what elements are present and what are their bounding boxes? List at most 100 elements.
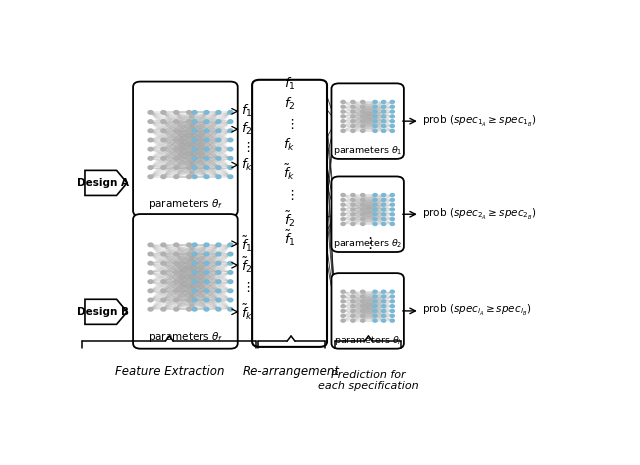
Circle shape	[381, 305, 386, 308]
Circle shape	[390, 213, 394, 216]
Circle shape	[216, 261, 221, 265]
Circle shape	[187, 280, 191, 284]
Circle shape	[341, 105, 345, 108]
Circle shape	[381, 115, 386, 118]
Circle shape	[216, 147, 221, 151]
Circle shape	[228, 175, 233, 179]
Circle shape	[390, 110, 394, 113]
Circle shape	[361, 218, 365, 220]
Text: $\vdots$: $\vdots$	[241, 140, 250, 154]
Circle shape	[148, 138, 153, 142]
Circle shape	[341, 125, 345, 127]
FancyBboxPatch shape	[252, 80, 327, 347]
Circle shape	[373, 305, 377, 308]
Circle shape	[187, 166, 191, 169]
Circle shape	[161, 252, 166, 256]
Circle shape	[173, 271, 179, 274]
Circle shape	[216, 138, 221, 142]
Circle shape	[381, 199, 386, 201]
Circle shape	[192, 271, 197, 274]
Circle shape	[351, 222, 355, 226]
Polygon shape	[85, 299, 127, 325]
Circle shape	[173, 111, 179, 114]
Circle shape	[373, 129, 377, 133]
Circle shape	[187, 120, 191, 123]
Circle shape	[390, 300, 394, 303]
Circle shape	[373, 125, 377, 127]
Circle shape	[216, 307, 221, 311]
Circle shape	[216, 243, 221, 246]
Circle shape	[161, 120, 166, 123]
Polygon shape	[85, 170, 127, 195]
Circle shape	[161, 157, 166, 160]
Circle shape	[351, 115, 355, 118]
Circle shape	[390, 193, 394, 197]
Circle shape	[381, 222, 386, 226]
Circle shape	[381, 120, 386, 123]
Circle shape	[216, 252, 221, 256]
Circle shape	[161, 129, 166, 133]
Circle shape	[361, 295, 365, 298]
Circle shape	[390, 208, 394, 211]
Circle shape	[148, 157, 153, 160]
Text: $\tilde{f}_2$: $\tilde{f}_2$	[241, 255, 253, 275]
Circle shape	[351, 120, 355, 123]
Circle shape	[228, 307, 233, 311]
Circle shape	[228, 157, 233, 160]
Circle shape	[373, 193, 377, 197]
Circle shape	[148, 166, 153, 169]
Circle shape	[361, 208, 365, 211]
Circle shape	[228, 298, 233, 302]
Circle shape	[204, 175, 209, 179]
Circle shape	[192, 138, 197, 142]
Circle shape	[390, 295, 394, 298]
Text: $\tilde{f}_k$: $\tilde{f}_k$	[284, 162, 296, 182]
Circle shape	[187, 157, 191, 160]
Circle shape	[173, 120, 179, 123]
Circle shape	[161, 147, 166, 151]
Circle shape	[341, 295, 345, 298]
Circle shape	[192, 289, 197, 292]
Circle shape	[228, 252, 233, 256]
Circle shape	[341, 300, 345, 303]
Circle shape	[148, 307, 153, 311]
Circle shape	[341, 218, 345, 220]
Circle shape	[192, 147, 197, 151]
Circle shape	[341, 199, 345, 201]
Text: $f_1$: $f_1$	[284, 76, 296, 93]
Circle shape	[341, 193, 345, 197]
Circle shape	[204, 298, 209, 302]
FancyBboxPatch shape	[332, 83, 404, 159]
Circle shape	[148, 280, 153, 284]
Circle shape	[228, 120, 233, 123]
Circle shape	[381, 193, 386, 197]
Circle shape	[187, 298, 191, 302]
Circle shape	[351, 290, 355, 293]
Circle shape	[187, 271, 191, 274]
Circle shape	[228, 111, 233, 114]
Circle shape	[351, 314, 355, 317]
Circle shape	[204, 243, 209, 246]
Circle shape	[351, 125, 355, 127]
Circle shape	[148, 147, 153, 151]
Circle shape	[351, 208, 355, 211]
Text: parameters $\theta_f$: parameters $\theta_f$	[148, 197, 223, 212]
Circle shape	[148, 111, 153, 114]
Circle shape	[187, 243, 191, 246]
Circle shape	[228, 243, 233, 246]
Circle shape	[381, 100, 386, 103]
Text: $\vdots$: $\vdots$	[362, 235, 373, 251]
Circle shape	[381, 208, 386, 211]
Circle shape	[161, 271, 166, 274]
Text: Re-arrangement: Re-arrangement	[243, 365, 340, 378]
Circle shape	[192, 175, 197, 179]
Circle shape	[390, 129, 394, 133]
Text: Feature Extraction: Feature Extraction	[115, 365, 224, 378]
Text: Prediction for
each specification: Prediction for each specification	[318, 370, 419, 392]
Circle shape	[390, 305, 394, 308]
Circle shape	[381, 110, 386, 113]
Circle shape	[373, 203, 377, 206]
Circle shape	[173, 280, 179, 284]
Circle shape	[361, 115, 365, 118]
Circle shape	[173, 252, 179, 256]
